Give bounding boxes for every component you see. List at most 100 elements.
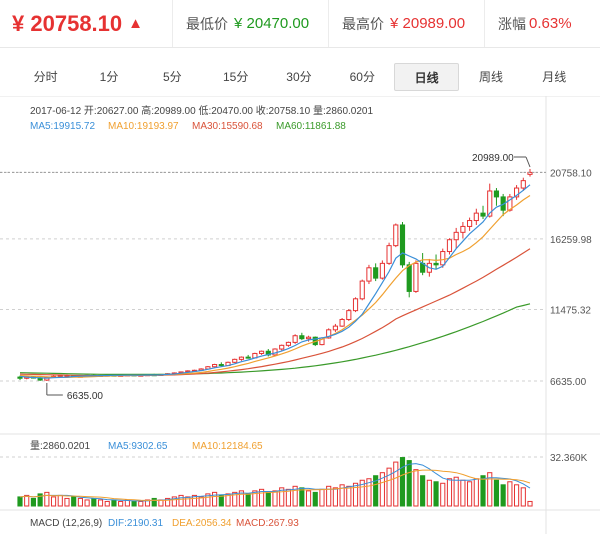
volume-bar — [467, 481, 473, 507]
candle-up — [467, 220, 473, 227]
high-price-cell: 最高价 ¥ 20989.00 — [328, 0, 485, 47]
volume-bar — [111, 499, 117, 507]
volume-bar — [453, 476, 459, 507]
candle-up — [446, 239, 453, 253]
candle-up — [460, 225, 466, 233]
volume-bar — [50, 496, 57, 507]
candle-down — [373, 267, 379, 279]
volume-bar — [57, 494, 63, 507]
volume-bar — [171, 496, 177, 507]
current-price: ¥ 20758.10 — [12, 10, 123, 36]
volume-bar — [118, 500, 124, 507]
y-axis-label: 11475.32 — [550, 306, 591, 317]
candle-down — [480, 212, 486, 217]
macd-value: MACD:267.93 — [236, 518, 299, 529]
ma5-legend: MA5:19915.72 — [30, 121, 95, 132]
high-price-label: 最高价 — [342, 15, 384, 32]
volume-bar — [440, 482, 446, 507]
candle-up — [520, 180, 526, 189]
ma60-legend: MA60:11861.88 — [276, 121, 346, 132]
candle-down — [493, 190, 500, 198]
volume-bar — [84, 499, 90, 507]
candle-down — [299, 335, 305, 340]
volume-bar — [420, 475, 426, 507]
volume-bar — [205, 493, 211, 507]
volume-bar — [64, 497, 70, 507]
tab-2[interactable]: 5分 — [162, 70, 182, 84]
volume-bar — [258, 488, 265, 507]
y-axis-label: 20758.10 — [550, 168, 592, 179]
volume-bar — [24, 494, 30, 507]
volume-bar — [406, 460, 412, 507]
change-cell: 涨幅 0.63% — [484, 0, 600, 47]
volume-bar — [339, 484, 345, 507]
tab-1[interactable]: 1分 — [99, 70, 119, 84]
volume-bar — [185, 496, 191, 507]
tab-0[interactable]: 分时 — [33, 70, 58, 84]
volume-bar — [346, 485, 352, 507]
volume-bar — [379, 472, 385, 507]
volume-ma5: MA5:9302.65 — [108, 441, 168, 452]
volume-bar — [191, 494, 198, 507]
candle-up — [473, 212, 479, 222]
candle-up — [238, 356, 245, 360]
tab-7[interactable]: 周线 — [478, 70, 503, 84]
price-header: ¥ 20758.10 ▲ 最低价 ¥ 20470.00 最高价 ¥ 20989.… — [0, 0, 600, 48]
volume-bar — [312, 491, 318, 507]
volume-ma10: MA10:12184.65 — [192, 441, 263, 452]
volume-bar — [104, 500, 110, 507]
macd-dea: DEA:2056.34 — [172, 518, 232, 529]
volume-bar — [30, 497, 37, 507]
volume-bar — [426, 479, 432, 507]
change-label: 涨幅 — [498, 15, 526, 32]
candle-up — [305, 336, 312, 340]
volume-bar — [299, 487, 305, 507]
volume-bar — [37, 493, 43, 507]
volume-bar — [17, 496, 23, 507]
candle-up — [440, 251, 446, 266]
volume-bar — [332, 487, 338, 507]
volume-bar — [279, 487, 285, 507]
volume-bar — [151, 497, 157, 507]
low-price-value: ¥ 20470.00 — [234, 15, 310, 32]
volume-bar — [212, 491, 218, 507]
volume-label: 量:2860.0201 — [30, 440, 90, 452]
volume-bar — [319, 488, 325, 507]
volume-bar — [500, 484, 506, 507]
candle-up — [232, 358, 238, 363]
volume-bar — [238, 490, 245, 507]
timeframe-tabs: 分时 1分 5分 15分 30分 60分 日线 周线 月线 — [14, 63, 586, 91]
volume-bar — [245, 493, 251, 507]
volume-bar — [513, 484, 520, 507]
volume-bar — [487, 472, 493, 507]
candle-down — [399, 224, 406, 266]
candle-up — [285, 341, 292, 346]
volume-bar — [460, 479, 466, 507]
ma10-line — [19, 194, 531, 379]
low-annotation: 6635.00 — [67, 391, 104, 402]
ma30-line — [19, 248, 531, 377]
kline-chart[interactable]: 2017-06-12 开:20627.00 高:20989.00 低:20470… — [0, 95, 600, 534]
volume-bar — [413, 469, 419, 507]
candle-up — [279, 344, 285, 350]
y-axis-label: 6635.00 — [550, 377, 587, 388]
candle-down — [218, 364, 224, 367]
volume-bar — [366, 478, 372, 507]
volume-bar — [527, 500, 533, 507]
candle-up — [339, 318, 345, 327]
volume-bar — [71, 496, 77, 507]
tab-8[interactable]: 月线 — [542, 70, 567, 84]
volume-bar — [272, 490, 278, 507]
candle-up — [379, 262, 385, 279]
ma60-line — [19, 303, 531, 375]
tab-5[interactable]: 60分 — [349, 70, 375, 84]
tab-3[interactable]: 15分 — [222, 70, 249, 84]
tab-6[interactable]: 日线 — [393, 63, 460, 91]
volume-bar — [198, 496, 204, 507]
volume-bar — [285, 488, 292, 507]
change-value: 0.63% — [529, 15, 572, 32]
candle-up — [359, 280, 365, 300]
volume-bar — [399, 457, 406, 507]
candle-down — [433, 262, 439, 266]
tab-4[interactable]: 30分 — [286, 70, 312, 84]
